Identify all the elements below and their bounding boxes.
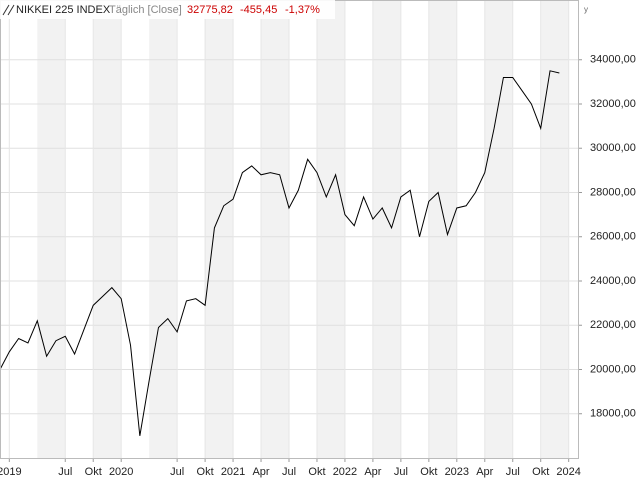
quarter-band bbox=[149, 0, 178, 458]
x-tick-label: Okt bbox=[197, 466, 214, 478]
x-tick-label: Okt bbox=[85, 466, 102, 478]
period-bands bbox=[37, 0, 569, 458]
y-tick-label: 26000,00 bbox=[590, 231, 636, 243]
quarter-band bbox=[93, 0, 122, 458]
axis-corner: y bbox=[584, 5, 588, 14]
quarter-band bbox=[540, 0, 569, 458]
x-tick-label: 2024 bbox=[556, 466, 580, 478]
x-tick-label: 2021 bbox=[221, 466, 245, 478]
x-tick-label: 2023 bbox=[445, 466, 469, 478]
y-tick-label: 20000,00 bbox=[590, 363, 636, 375]
interval: Täglich [Close] bbox=[109, 4, 182, 16]
quarter-band bbox=[372, 0, 401, 458]
grid bbox=[0, 0, 582, 462]
y-tick-label: 30000,00 bbox=[590, 142, 636, 154]
x-tick-label: Jul bbox=[170, 466, 184, 478]
x-tick-label: Jul bbox=[282, 466, 296, 478]
legend-box bbox=[0, 0, 335, 19]
y-tick-label: 34000,00 bbox=[590, 54, 636, 66]
x-tick-label: Apr bbox=[364, 466, 381, 478]
price-line bbox=[0, 70, 560, 436]
x-tick-label: Jul bbox=[506, 466, 520, 478]
x-tick-label: Jul bbox=[394, 466, 408, 478]
x-tick-label: Apr bbox=[252, 466, 269, 478]
last-price: 32775,82 bbox=[187, 4, 233, 16]
quarter-band bbox=[484, 0, 513, 458]
x-tick-label: Okt bbox=[532, 466, 549, 478]
x-tick-label: Okt bbox=[308, 466, 325, 478]
y-tick-label: 22000,00 bbox=[590, 319, 636, 331]
change-percent: -1,37% bbox=[285, 4, 320, 16]
y-tick-label: 24000,00 bbox=[590, 275, 636, 287]
change: -455,45 bbox=[240, 4, 277, 16]
instrument-name: NIKKEI 225 INDEX bbox=[16, 4, 111, 16]
quarter-band bbox=[428, 0, 457, 458]
y-tick-label: 32000,00 bbox=[590, 98, 636, 110]
quarter-band bbox=[316, 0, 345, 458]
y-tick-label: 28000,00 bbox=[590, 186, 636, 198]
quarter-band bbox=[261, 0, 289, 458]
quarter-band bbox=[205, 0, 234, 458]
x-tick-label: Okt bbox=[420, 466, 437, 478]
x-tick-label: Apr bbox=[476, 466, 493, 478]
plot bbox=[0, 70, 560, 436]
quarter-band bbox=[37, 0, 66, 458]
line-icon bbox=[2, 4, 15, 16]
y-tick-label: 18000,00 bbox=[590, 408, 636, 420]
x-tick-label: 2022 bbox=[333, 466, 357, 478]
x-tick-label: 2019 bbox=[0, 466, 22, 478]
x-tick-label: Jul bbox=[58, 466, 72, 478]
x-tick-label: 2020 bbox=[109, 466, 133, 478]
